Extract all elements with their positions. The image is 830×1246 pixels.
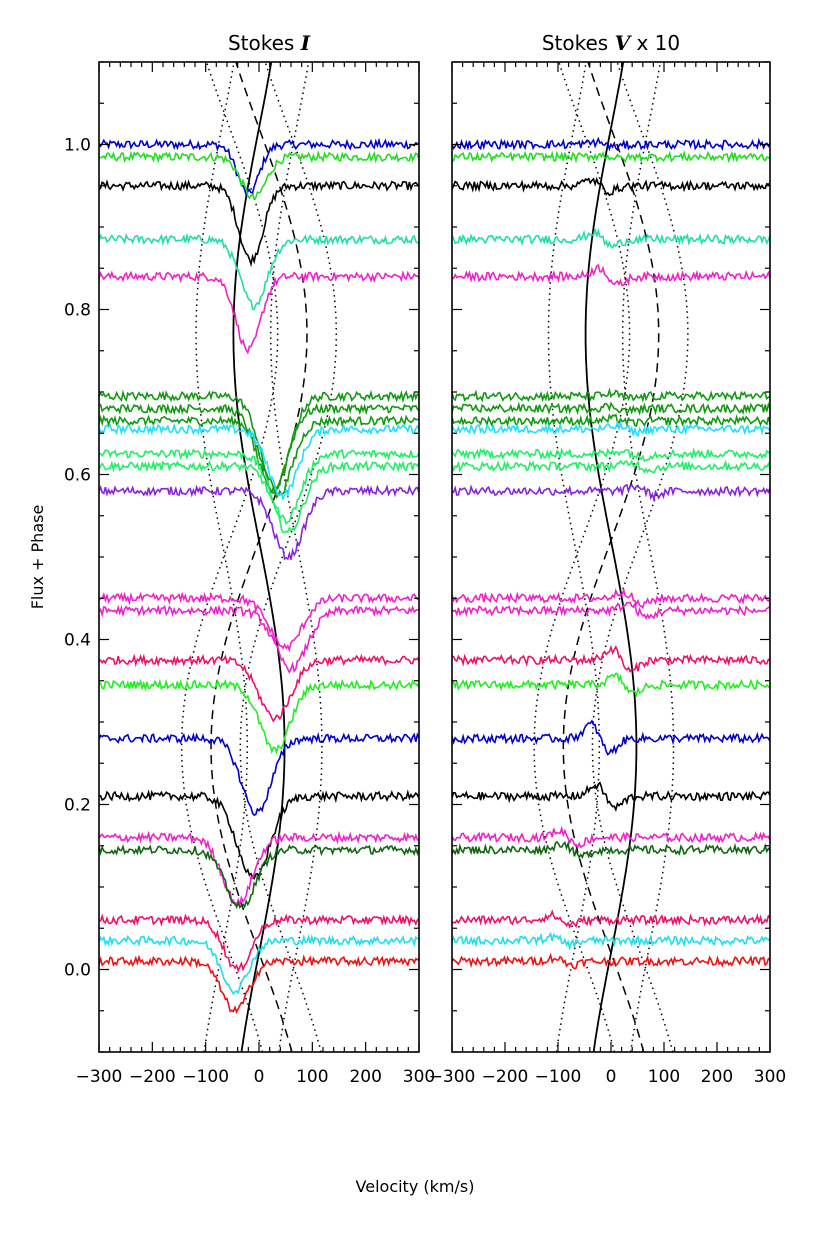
stokes-i-guide-curve	[210, 62, 308, 1052]
stokes-i-spectrum	[99, 732, 419, 817]
stokes-i-spectrum	[99, 422, 419, 502]
stokes-i-guide-curve	[180, 62, 279, 1052]
x-tick-label: −300	[76, 1067, 123, 1087]
stokes-i-panel: −300 −200 −100 0 100 200 300 0.0 0.2 0.4 0.6 0.8 1.0…	[64, 31, 435, 1087]
x-tick-label: −300	[429, 1067, 476, 1087]
stokes-v-spectrum	[452, 483, 770, 503]
stokes-i-spectrum	[99, 830, 419, 907]
stokes-i-plot-area	[99, 62, 419, 1052]
stokes-v-panel: −300 −200 −100 0 100 200 300 Stokes V x 10	[429, 31, 787, 1087]
stokes-v-guide-curve	[547, 62, 601, 1052]
stokes-v-guide-curve	[562, 62, 660, 1052]
x-tick-label: −100	[535, 1067, 582, 1087]
stokes-i-spectrum	[99, 179, 419, 268]
stokes-v-ticks: −300 −200 −100 0 100 200 300	[429, 61, 786, 1087]
x-tick-label: −100	[182, 1067, 229, 1087]
stokes-i-guide-curve	[232, 62, 286, 1052]
stokes-v-spectrum	[452, 136, 770, 152]
stokes-v-spectrum	[452, 459, 770, 474]
stokes-v-spectrum	[452, 176, 770, 197]
stokes-i-spectrum	[99, 913, 419, 973]
stokes-v-spectrum	[452, 601, 770, 621]
stokes-i-spectrum	[99, 954, 419, 1015]
stokes-i-title: Stokes I	[228, 31, 311, 55]
x-tick-label: −200	[482, 1067, 529, 1087]
stokes-v-spectrum	[452, 825, 770, 849]
stokes-v-spectrum	[452, 672, 770, 698]
stokes-v-frame	[451, 61, 771, 1053]
stokes-v-spectrum	[452, 412, 770, 428]
y-tick-label: 0.4	[64, 631, 91, 651]
stokes-v-spectrum	[452, 149, 770, 164]
stokes-i-spectrum	[99, 484, 419, 561]
y-axis-label: Flux + Phase	[28, 505, 47, 610]
x-tick-label: 200	[701, 1067, 733, 1087]
stokes-v-guide-curve	[621, 62, 675, 1052]
stokes-i-guide-curve	[269, 62, 323, 1052]
x-tick-label: 300	[403, 1067, 435, 1087]
stokes-v-title: Stokes V x 10	[542, 31, 680, 55]
stokes-v-guide-curve	[591, 62, 689, 1052]
stokes-v-spectrum	[452, 419, 770, 438]
stokes-i-guide-curve	[239, 62, 338, 1052]
stokes-i-spectrum	[99, 414, 419, 499]
stokes-i-spectrum	[99, 653, 419, 723]
stokes-i-spectrum	[99, 933, 419, 996]
x-tick-label: 0	[606, 1067, 617, 1087]
stokes-v-spectrum	[452, 781, 770, 813]
stokes-i-spectrum	[99, 678, 419, 756]
stokes-i-spectrum	[99, 591, 419, 653]
stokes-i-spectrum	[99, 232, 419, 311]
stokes-i-spectrum	[99, 447, 419, 526]
stokes-v-spectrum	[452, 909, 770, 929]
stokes-i-spectrum	[99, 844, 419, 910]
stokes-v-spectrum	[452, 227, 770, 249]
x-tick-label: 0	[254, 1067, 265, 1087]
stokes-i-spectrum	[99, 137, 419, 197]
stokes-v-spectrum	[452, 401, 770, 416]
y-tick-label: 0.6	[64, 466, 91, 486]
y-tick-label: 1.0	[64, 136, 91, 156]
stokes-v-spectrum	[452, 719, 770, 756]
x-axis-label: Velocity (km/s)	[356, 1177, 475, 1196]
stokes-v-guide-curve	[584, 62, 638, 1052]
stokes-v-spectrum	[452, 263, 770, 287]
x-tick-label: −200	[129, 1067, 176, 1087]
x-tick-label: 300	[754, 1067, 786, 1087]
x-tick-label: 200	[349, 1067, 381, 1087]
stokes-i-spectrum	[99, 149, 419, 201]
stokes-i-spectrum	[99, 270, 419, 355]
stokes-v-spectrum	[452, 587, 770, 610]
y-tick-label: 0.8	[64, 301, 91, 321]
stokes-i-spectrum	[99, 604, 419, 674]
stokes-i-frame	[98, 61, 420, 1053]
stokes-v-spectrum	[452, 840, 770, 860]
stokes-i-spectrum	[99, 459, 419, 534]
stokes-v-spectrum	[452, 931, 770, 952]
stokes-v-spectrum	[452, 447, 770, 463]
y-tick-label: 0.0	[64, 961, 91, 981]
y-tick-label: 0.2	[64, 796, 91, 816]
stokes-v-plot-area	[452, 62, 770, 1052]
x-tick-label: 100	[296, 1067, 328, 1087]
stokes-i-ticks: −300 −200 −100 0 100 200 300 0.0 0.2 0.4 0.6 0.8 1.0	[64, 61, 435, 1087]
stokes-v-spectrum	[452, 952, 770, 970]
x-tick-label: 100	[648, 1067, 680, 1087]
stokes-v-guide-curve	[533, 62, 631, 1052]
stokes-v-spectrum	[452, 387, 770, 403]
stokes-v-spectrum	[452, 644, 770, 673]
